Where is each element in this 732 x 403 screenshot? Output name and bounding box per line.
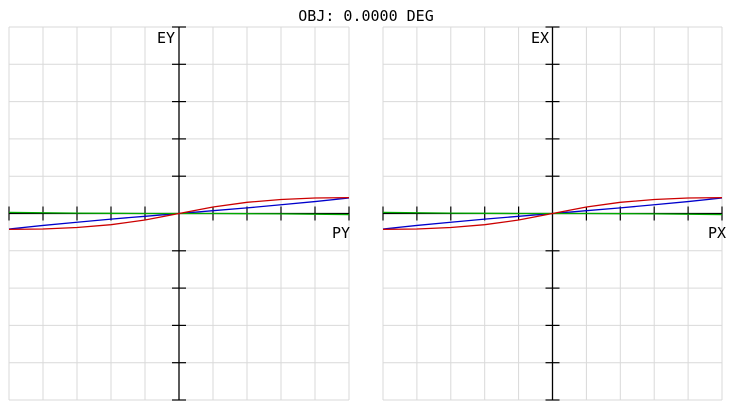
tangential-fan-panel: EY PY (8, 26, 350, 401)
series-line-2 (382, 197, 723, 230)
series-line-2 (8, 197, 350, 230)
y-axis-label: EY (157, 29, 175, 47)
sagittal-fan-panel: EX PX (382, 26, 726, 401)
x-axis-label: PY (332, 224, 350, 242)
plot-title: OBJ: 0.0000 DEG (298, 7, 433, 25)
x-axis-label: PX (708, 224, 726, 242)
plot-area (8, 26, 350, 401)
plot-area (382, 26, 723, 401)
y-axis-label: EX (531, 29, 549, 47)
